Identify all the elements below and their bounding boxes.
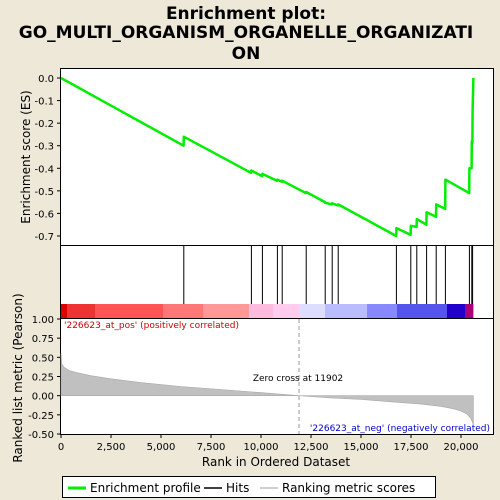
zero-cross-label: Zero cross at 11902 (253, 374, 343, 384)
es-y-tick-label: -0.5 (34, 187, 54, 198)
metric-y-axis: 1.00 0.75 0.50 0.25 0.00 -0.25 -0.50 (28, 315, 61, 441)
x-tick-label: 10,000 (244, 442, 279, 453)
legend-entry-hits: Hits (204, 481, 249, 495)
correlation-color-bar (61, 304, 474, 318)
es-y-axis: 0.0 -0.1 -0.2 -0.3 -0.4 -0.5 -0.6 -0.7 (34, 74, 61, 243)
es-y-tick-label: -0.7 (34, 232, 54, 243)
es-y-tick-label: -0.2 (34, 119, 54, 130)
x-tick-label: 0 (58, 442, 64, 453)
legend-label-hits: Hits (226, 481, 249, 495)
metric-y-axis-label: Ranked list metric (Pearson) (11, 293, 25, 462)
pos-correlated-label: '226623_at_pos' (positively correlated) (64, 321, 239, 331)
metric-y-tick-label: -0.25 (28, 411, 54, 422)
ranking-metric-plot (60, 319, 474, 434)
color-bar-segment (397, 304, 447, 318)
x-tick-label: 7,500 (197, 442, 226, 453)
neg-correlated-label: '226623_at_neg' (negatively correlated) (310, 424, 490, 434)
legend-entry-enrichment-profile: Enrichment profile (68, 481, 201, 495)
metric-y-tick-label: 0.25 (32, 373, 54, 384)
es-y-tick-label: 0.0 (38, 74, 54, 85)
color-bar-segment (249, 304, 273, 318)
metric-panel-frame (60, 318, 494, 435)
color-bar-segment (67, 304, 95, 318)
metric-y-tick-label: 0.75 (32, 334, 54, 345)
metric-y-tick-label: 0.50 (32, 353, 54, 364)
color-bar-segment (447, 304, 465, 318)
color-bar-segment (163, 304, 203, 318)
color-bar-segment (325, 304, 367, 318)
enrichment-profile-line (60, 76, 475, 238)
legend-box (62, 476, 436, 498)
x-tick-label: 15,000 (344, 442, 379, 453)
metric-y-tick-label: 1.00 (32, 315, 54, 326)
es-y-tick-label: -0.1 (34, 97, 54, 108)
enrichment-profile-plot (60, 76, 475, 238)
x-axis: 0 2,500 5,000 7,500 10,000 12,500 15,000 17,500… (58, 434, 479, 453)
x-tick-label: 5,000 (147, 442, 176, 453)
chart-title-line-1: Enrichment plot: (166, 4, 326, 24)
color-bar-segment (367, 304, 397, 318)
legend-entry-ranking-metric: Ranking metric scores (260, 481, 415, 495)
es-panel-frame (60, 68, 494, 246)
chart-title-line-2: GO_MULTI_ORGANISM_ORGANELLE_ORGANIZATI (19, 23, 474, 43)
hits-plot (183, 246, 474, 304)
x-tick-label: 17,500 (394, 442, 429, 453)
legend-label-enrichment-profile: Enrichment profile (90, 481, 201, 495)
es-y-axis-label: Enrichment score (ES) (19, 90, 33, 223)
color-bar-segment (273, 304, 299, 318)
ranking-metric-area (60, 353, 474, 425)
color-bar-segment (95, 304, 163, 318)
color-bar-segment (465, 304, 474, 318)
es-y-tick-label: -0.3 (34, 142, 54, 153)
color-bar-segment (61, 304, 67, 318)
metric-y-tick-label: -0.50 (28, 430, 54, 441)
x-tick-label: 12,500 (294, 442, 329, 453)
x-tick-label: 2,500 (97, 442, 126, 453)
chart-title-line-3: ON (232, 44, 261, 64)
legend-label-ranking-metric: Ranking metric scores (282, 481, 415, 495)
x-tick-label: 20,000 (444, 442, 479, 453)
color-bar-segment (299, 304, 325, 318)
x-axis-label: Rank in Ordered Dataset (202, 455, 350, 469)
metric-y-tick-label: 0.00 (32, 392, 54, 403)
color-bar-segment (203, 304, 249, 318)
es-y-tick-label: -0.6 (34, 209, 54, 220)
es-y-tick-label: -0.4 (34, 164, 54, 175)
